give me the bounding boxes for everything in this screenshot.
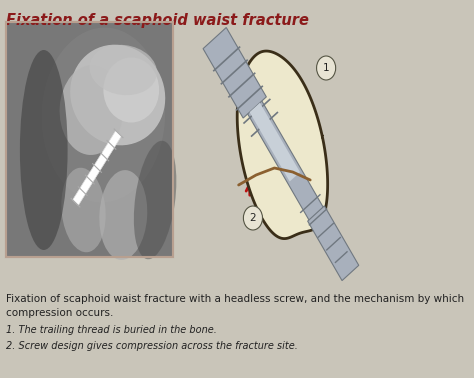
Bar bbox=[6, 22, 173, 257]
Text: Fixation of a scaphoid waist fracture: Fixation of a scaphoid waist fracture bbox=[6, 13, 309, 28]
Polygon shape bbox=[219, 53, 348, 263]
Polygon shape bbox=[250, 103, 300, 181]
Ellipse shape bbox=[90, 45, 157, 95]
Ellipse shape bbox=[61, 168, 106, 252]
Polygon shape bbox=[73, 130, 121, 205]
Circle shape bbox=[243, 206, 263, 230]
Text: 2. Screw design gives compression across the fracture site.: 2. Screw design gives compression across… bbox=[6, 341, 298, 351]
Ellipse shape bbox=[100, 170, 147, 260]
Ellipse shape bbox=[134, 141, 176, 259]
Polygon shape bbox=[237, 51, 328, 239]
Circle shape bbox=[317, 56, 336, 80]
Ellipse shape bbox=[60, 65, 123, 155]
Polygon shape bbox=[203, 28, 266, 118]
Polygon shape bbox=[308, 206, 359, 280]
Ellipse shape bbox=[42, 28, 165, 203]
Text: 1: 1 bbox=[323, 63, 329, 73]
Ellipse shape bbox=[20, 50, 68, 250]
Ellipse shape bbox=[70, 45, 165, 145]
Ellipse shape bbox=[103, 57, 159, 122]
Bar bbox=[6, 22, 173, 257]
Text: 2: 2 bbox=[250, 213, 256, 223]
Text: 1. The trailing thread is buried in the bone.: 1. The trailing thread is buried in the … bbox=[6, 325, 217, 335]
Text: Fixation of scaphoid waist fracture with a headless screw, and the mechanism by : Fixation of scaphoid waist fracture with… bbox=[6, 294, 465, 318]
